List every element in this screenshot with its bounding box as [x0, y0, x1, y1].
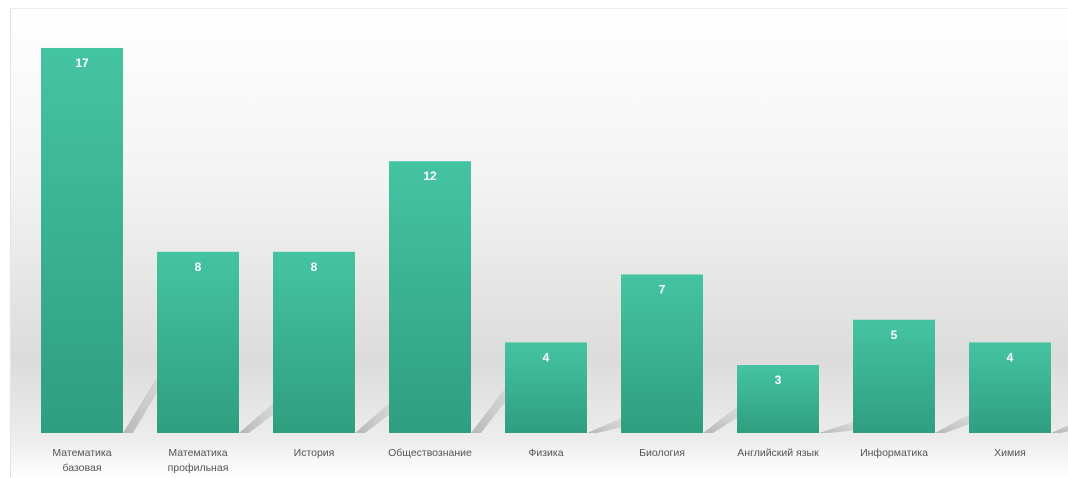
bar-shadow — [355, 382, 413, 433]
data-label: 17 — [75, 56, 89, 70]
category-label: Математика — [52, 447, 111, 459]
bar — [157, 251, 239, 433]
bar — [505, 342, 587, 433]
bar-shadow — [1051, 425, 1068, 433]
bar — [853, 319, 935, 433]
bar — [621, 274, 703, 433]
bar-chart: 17 8 8 12 4 7 3 5 4 Математика базовая Математика п… — [41, 47, 1068, 474]
bar-shadow — [239, 382, 297, 433]
category-label: Английский язык — [737, 447, 819, 459]
data-label: 8 — [311, 260, 318, 274]
data-label: 4 — [543, 350, 550, 364]
bar — [41, 47, 123, 433]
category-label: профильная — [168, 462, 229, 474]
bar — [273, 251, 355, 433]
data-label: 3 — [775, 373, 782, 387]
category-label: История — [294, 447, 335, 459]
data-label: 12 — [423, 169, 437, 183]
bar — [737, 365, 819, 433]
data-label: 4 — [1007, 350, 1014, 364]
category-label: Физика — [528, 447, 563, 459]
category-label: Биология — [639, 447, 685, 459]
category-label: базовая — [62, 462, 101, 474]
data-label: 5 — [891, 328, 898, 342]
chart-area: 17 8 8 12 4 7 3 5 4 Математика базовая Математика п… — [10, 8, 1068, 478]
bar — [969, 342, 1051, 433]
data-label: 8 — [195, 260, 202, 274]
data-label: 7 — [659, 282, 666, 296]
category-label: Математика — [168, 447, 227, 459]
category-label: Химия — [994, 447, 1026, 459]
bar-shadow — [935, 401, 993, 433]
bar — [389, 161, 471, 433]
category-label: Обществознание — [388, 447, 472, 459]
category-label: Информатика — [860, 447, 928, 459]
